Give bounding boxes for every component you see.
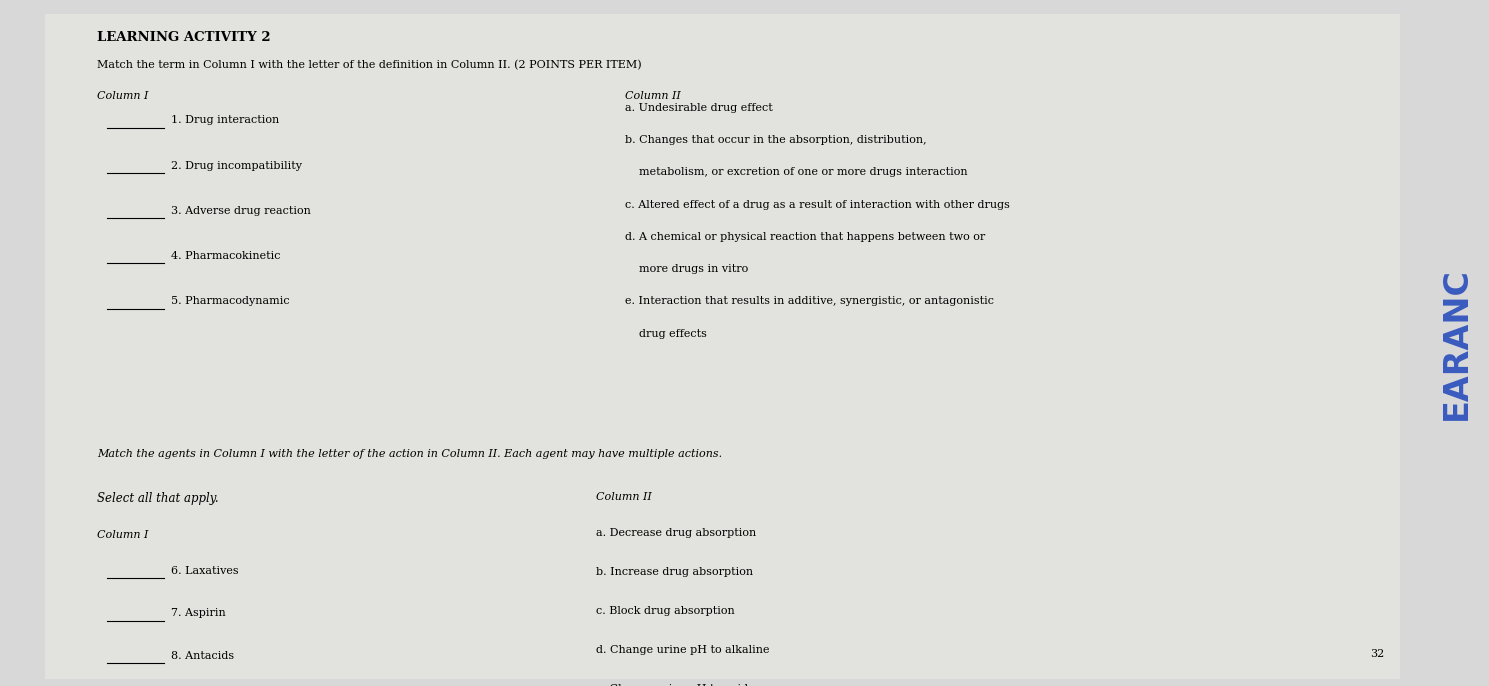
Text: Match the agents in Column I with the letter of the action in Column II. Each ag: Match the agents in Column I with the le… <box>97 449 722 460</box>
Text: e. Interaction that results in additive, synergistic, or antagonistic: e. Interaction that results in additive,… <box>625 296 995 307</box>
Text: 7. Aspirin: 7. Aspirin <box>171 608 226 619</box>
Text: 6. Laxatives: 6. Laxatives <box>171 566 238 576</box>
Text: 4. Pharmacokinetic: 4. Pharmacokinetic <box>171 251 281 261</box>
Text: a. Undesirable drug effect: a. Undesirable drug effect <box>625 103 773 113</box>
FancyBboxPatch shape <box>45 14 1400 679</box>
Text: Column I: Column I <box>97 530 149 541</box>
Text: Column II: Column II <box>596 492 651 502</box>
Text: 5. Pharmacodynamic: 5. Pharmacodynamic <box>171 296 290 307</box>
Text: c. Block drug absorption: c. Block drug absorption <box>596 606 734 616</box>
Text: drug effects: drug effects <box>625 329 707 339</box>
Text: 2. Drug incompatibility: 2. Drug incompatibility <box>171 161 302 171</box>
Text: Select all that apply.: Select all that apply. <box>97 492 219 505</box>
Text: c. Altered effect of a drug as a result of interaction with other drugs: c. Altered effect of a drug as a result … <box>625 200 1010 210</box>
Text: 8. Antacids: 8. Antacids <box>171 651 234 661</box>
Text: 3. Adverse drug reaction: 3. Adverse drug reaction <box>171 206 311 216</box>
Text: d. Change urine pH to alkaline: d. Change urine pH to alkaline <box>596 645 770 655</box>
Text: d. A chemical or physical reaction that happens between two or: d. A chemical or physical reaction that … <box>625 232 986 242</box>
Text: more drugs in vitro: more drugs in vitro <box>625 264 749 274</box>
Text: b. Changes that occur in the absorption, distribution,: b. Changes that occur in the absorption,… <box>625 135 928 145</box>
Text: EARANC: EARANC <box>1440 266 1473 420</box>
Text: a. Decrease drug absorption: a. Decrease drug absorption <box>596 528 756 538</box>
Text: Column II: Column II <box>625 91 680 101</box>
Text: b. Increase drug absorption: b. Increase drug absorption <box>596 567 753 577</box>
Text: metabolism, or excretion of one or more drugs interaction: metabolism, or excretion of one or more … <box>625 167 968 178</box>
Text: e. Change urine pH to acid: e. Change urine pH to acid <box>596 684 747 686</box>
Text: 1. Drug interaction: 1. Drug interaction <box>171 115 280 126</box>
Text: Column I: Column I <box>97 91 149 101</box>
Text: 32: 32 <box>1370 648 1385 659</box>
Text: LEARNING ACTIVITY 2: LEARNING ACTIVITY 2 <box>97 31 271 44</box>
Text: Match the term in Column I with the letter of the definition in Column II. (2 PO: Match the term in Column I with the lett… <box>97 60 642 71</box>
